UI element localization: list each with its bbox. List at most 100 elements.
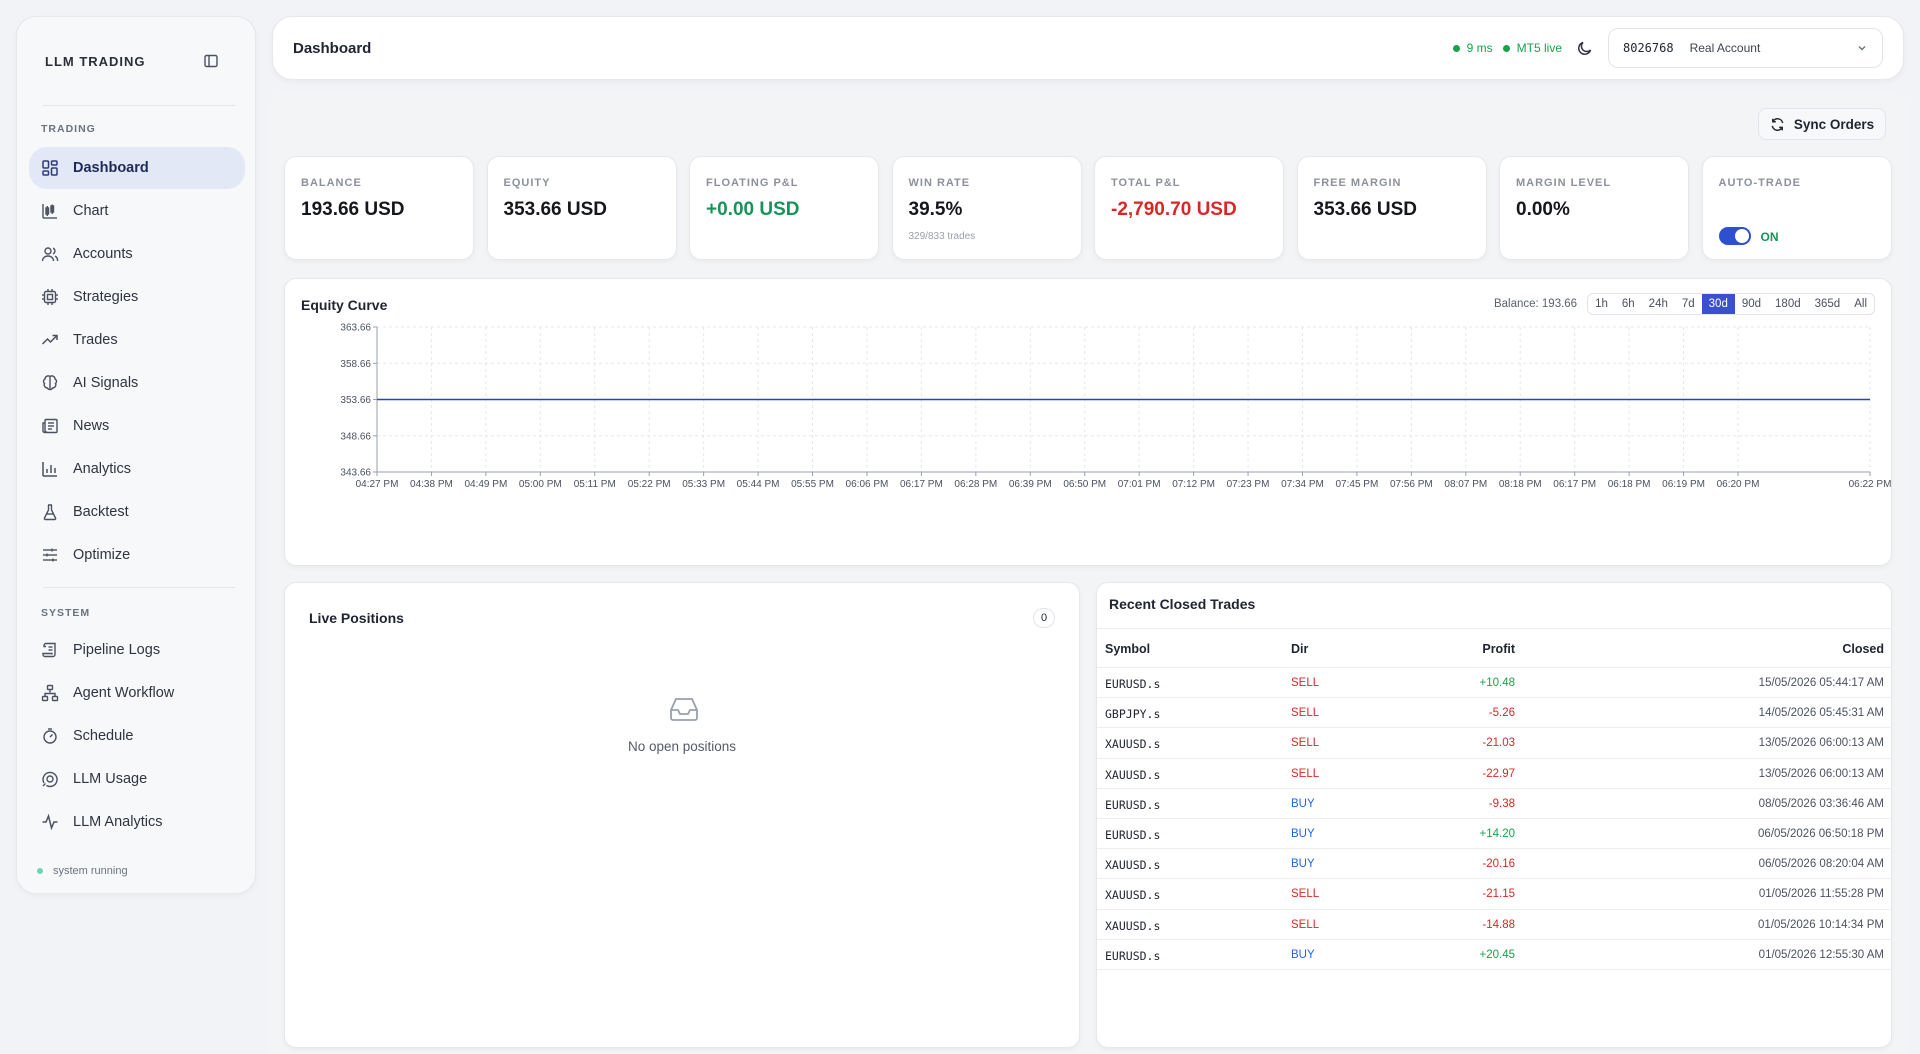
trade-profit: +14.20 <box>1479 828 1516 840</box>
sidebar-item-label: Dashboard <box>73 160 149 176</box>
workflow-icon <box>41 684 59 702</box>
table-row[interactable]: XAUUSD.s SELL -22.97 13/05/2026 06:00:13 AM <box>1097 759 1891 789</box>
y-tick-label: 348.66 <box>340 431 371 442</box>
sidebar-item-optimize[interactable]: Optimize <box>29 534 245 576</box>
kpi-label: WIN RATE <box>908 177 971 189</box>
table-row[interactable]: EURUSD.s BUY +14.20 06/05/2026 06:50:18 PM <box>1097 819 1891 850</box>
table-row[interactable]: XAUUSD.s SELL -14.88 01/05/2026 10:14:34 PM <box>1097 910 1891 940</box>
table-row[interactable]: GBPJPY.s SELL -5.26 14/05/2026 05:45:31 AM <box>1097 698 1891 729</box>
table-row[interactable]: XAUUSD.s SELL -21.03 13/05/2026 06:00:13 AM <box>1097 728 1891 759</box>
section-label-trading: TRADING <box>41 123 96 135</box>
range-button-180d[interactable]: 180d <box>1775 298 1801 310</box>
kpi-value: 0.00% <box>1516 199 1570 220</box>
account-select[interactable]: 8026768 Real Account <box>1608 28 1883 68</box>
kpi-value: -2,790.70 USD <box>1111 199 1237 220</box>
sidebar-item-strategies[interactable]: Strategies <box>29 276 245 318</box>
range-button-6h[interactable]: 6h <box>1621 298 1635 310</box>
trade-symbol: GBPJPY.s <box>1105 707 1161 722</box>
sidebar-item-backtest[interactable]: Backtest <box>29 491 245 533</box>
table-row[interactable]: EURUSD.s BUY -9.38 08/05/2026 03:36:46 AM <box>1097 789 1891 819</box>
trend-up-icon <box>41 331 59 349</box>
trade-direction: BUY <box>1291 858 1315 871</box>
y-tick-label: 353.66 <box>340 395 371 406</box>
range-button-30d[interactable]: 30d <box>1701 294 1735 314</box>
live-positions-card: Live Positions 0 No open positions <box>284 582 1080 1048</box>
sidebar-item-trades[interactable]: Trades <box>29 319 245 361</box>
empty-positions-text: No open positions <box>627 739 737 754</box>
sidebar-item-chart[interactable]: Chart <box>29 190 245 232</box>
table-header: Symbol Dir Profit Closed <box>1097 628 1891 668</box>
trade-closed-time: 14/05/2026 05:45:31 AM <box>1758 707 1884 720</box>
sidebar-item-analytics[interactable]: Analytics <box>29 448 245 490</box>
brand-row: LLM TRADING <box>17 17 255 105</box>
sync-orders-button[interactable]: Sync Orders <box>1758 108 1886 140</box>
trade-direction: SELL <box>1291 918 1320 931</box>
range-button-all[interactable]: All <box>1854 298 1867 310</box>
sidebar-item-schedule[interactable]: Schedule <box>29 715 245 757</box>
range-button-7d[interactable]: 7d <box>1681 298 1695 310</box>
toggle-knob <box>1734 229 1749 243</box>
cpu-icon <box>41 288 59 306</box>
moon-icon[interactable] <box>1576 39 1594 57</box>
sidebar-item-accounts[interactable]: Accounts <box>29 233 245 275</box>
sidebar-item-dashboard[interactable]: Dashboard <box>29 147 245 189</box>
kpi-label: FREE MARGIN <box>1313 177 1402 189</box>
auto-trade-state: ON <box>1760 230 1779 244</box>
trade-closed-time: 06/05/2026 06:50:18 PM <box>1758 828 1884 840</box>
sidebar-item-label: Pipeline Logs <box>73 642 161 658</box>
x-tick-label: 06:39 PM <box>1009 479 1052 490</box>
page-title: Dashboard <box>293 39 372 57</box>
sidebar-item-label: Chart <box>73 203 109 219</box>
x-tick-label: 05:22 PM <box>628 479 671 490</box>
table-row[interactable]: EURUSD.s BUY +20.45 01/05/2026 12:55:30 AM <box>1097 940 1891 970</box>
auto-trade-toggle[interactable] <box>1718 227 1751 245</box>
table-row[interactable]: EURUSD.s SELL +10.48 15/05/2026 05:44:17 AM <box>1097 668 1891 699</box>
live-positions-title: Live Positions <box>309 610 404 626</box>
range-button-365d[interactable]: 365d <box>1814 298 1841 310</box>
x-tick-label: 06:50 PM <box>1063 479 1106 490</box>
y-tick-label: 358.66 <box>340 359 371 370</box>
range-buttons: 1h 6h 24h 7d 30d 90d 180d 365d All <box>1587 293 1875 315</box>
trade-closed-time: 08/05/2026 03:36:46 AM <box>1758 797 1884 810</box>
sidebar-collapse-icon[interactable] <box>203 53 219 69</box>
range-button-90d[interactable]: 90d <box>1741 298 1762 310</box>
sidebar-item-label: Optimize <box>73 547 131 563</box>
trade-symbol: XAUUSD.s <box>1105 767 1161 782</box>
sidebar-item-pipeline-logs[interactable]: Pipeline Logs <box>29 629 245 671</box>
trade-profit: -14.88 <box>1482 918 1515 931</box>
refresh-icon <box>1770 117 1785 132</box>
sidebar-item-news[interactable]: News <box>29 405 245 447</box>
trade-symbol: EURUSD.s <box>1105 677 1161 691</box>
trade-direction: BUY <box>1291 797 1315 810</box>
sidebar-item-ai-signals[interactable]: AI Signals <box>29 362 245 404</box>
kpi-label: TOTAL P&L <box>1111 177 1181 189</box>
x-tick-label: 04:27 PM <box>356 479 399 490</box>
y-tick-label: 343.66 <box>340 468 371 479</box>
x-tick-label: 05:55 PM <box>791 479 834 490</box>
range-button-1h[interactable]: 1h <box>1595 298 1608 310</box>
column-header-dir: Dir <box>1291 642 1309 656</box>
trade-profit: +20.45 <box>1479 948 1516 961</box>
trade-closed-time: 01/05/2026 12:55:30 AM <box>1758 948 1884 961</box>
sidebar-item-llm-usage[interactable]: LLM Usage <box>29 758 245 800</box>
trade-symbol: XAUUSD.s <box>1105 858 1161 873</box>
sidebar-item-llm-analytics[interactable]: LLM Analytics <box>29 801 245 843</box>
trade-direction: SELL <box>1291 888 1320 901</box>
sidebar-item-agent-workflow[interactable]: Agent Workflow <box>29 672 245 714</box>
trade-profit: -9.38 <box>1488 797 1515 810</box>
range-selector: Balance: 193.66 1h 6h 24h 7d 30d 90d 180d 365d A… <box>1494 293 1875 315</box>
column-header-profit: Profit <box>1482 642 1515 656</box>
latency-indicator: 9 ms <box>1452 41 1493 55</box>
sidebar-item-label: Trades <box>73 332 118 348</box>
sidebar-item-label: Strategies <box>73 289 139 305</box>
account-type: Real Account <box>1689 41 1761 55</box>
kpi-floating-pnl: FLOATING P&L +0.00 USD <box>689 156 879 260</box>
positions-count-badge: 0 <box>1033 608 1055 628</box>
candlestick-icon <box>41 202 59 220</box>
range-button-24h[interactable]: 24h <box>1648 298 1668 310</box>
x-tick-label: 05:11 PM <box>574 479 616 490</box>
sidebar-item-label: Accounts <box>73 246 133 262</box>
kpi-label: BALANCE <box>301 177 362 189</box>
table-row[interactable]: XAUUSD.s BUY -20.16 06/05/2026 08:20:04 AM <box>1097 849 1891 880</box>
table-row[interactable]: XAUUSD.s SELL -21.15 01/05/2026 11:55:28 PM <box>1097 879 1891 910</box>
